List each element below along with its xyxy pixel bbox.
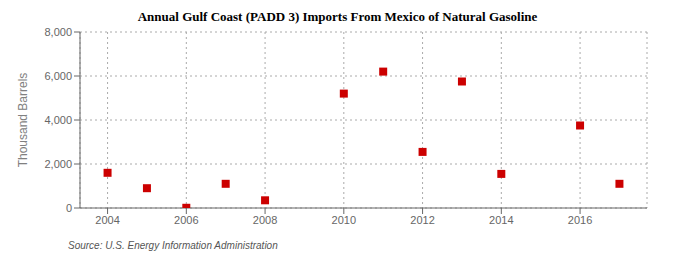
svg-text:2004: 2004	[95, 214, 119, 226]
html-text:Annual Gulf Coast (PADD 3) Imp: Annual Gulf Coast (PADD 3) Imports From …	[137, 9, 538, 24]
svg-text:2014: 2014	[489, 214, 513, 226]
svg-text:6,000: 6,000	[44, 70, 72, 82]
html-text:Source: U.S. Energy Informatio: Source: U.S. Energy Information Administ…	[68, 240, 278, 251]
svg-text:2006: 2006	[174, 214, 198, 226]
svg-text:2008: 2008	[253, 214, 277, 226]
svg-text:2,000: 2,000	[44, 158, 72, 170]
svg-text:2012: 2012	[410, 214, 434, 226]
svg-text:Thousand Barrels: Thousand Barrels	[16, 73, 30, 168]
svg-text:2016: 2016	[568, 214, 592, 226]
svg-text:0: 0	[66, 202, 72, 214]
svg-text:8,000: 8,000	[44, 26, 72, 38]
svg-text:4,000: 4,000	[44, 114, 72, 126]
svg-text:2010: 2010	[332, 214, 356, 226]
